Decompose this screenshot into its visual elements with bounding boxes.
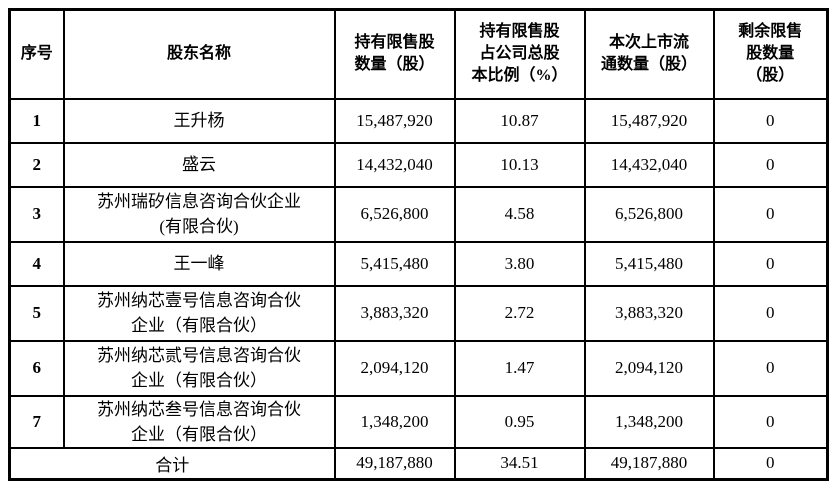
cell-shareholder-name: 苏州纳芯叁号信息咨询合伙 企业（有限合伙） <box>62 394 336 449</box>
cell-shares-remaining: 0 <box>712 284 829 342</box>
cell-shares-held: 3,883,320 <box>333 284 456 342</box>
header-serial-number: 序号 <box>8 8 65 100</box>
header-row: 序号 股东名称 持有限售股 数量（股） 持有限售股 占公司总股 本比例（%） 本… <box>8 8 829 100</box>
cell-serial: 6 <box>8 339 65 397</box>
cell-shares-remaining: 0 <box>712 394 829 449</box>
header-shares-listed-this-time: 本次上市流 通数量（股） <box>583 8 715 100</box>
cell-percent: 1.47 <box>453 339 586 397</box>
header-percent-of-total-capital: 持有限售股 占公司总股 本比例（%） <box>453 8 586 100</box>
table-row: 7 苏州纳芯叁号信息咨询合伙 企业（有限合伙） 1,348,200 0.95 1… <box>8 394 829 449</box>
cell-percent: 4.58 <box>453 185 586 243</box>
cell-shares-held: 15,487,920 <box>333 97 456 144</box>
cell-serial: 1 <box>8 97 65 144</box>
cell-shareholder-name: 王一峰 <box>62 240 336 287</box>
cell-shares-remaining: 0 <box>712 185 829 243</box>
cell-shares-listed: 3,883,320 <box>583 284 715 342</box>
cell-serial: 3 <box>8 185 65 243</box>
cell-shares-listed: 5,415,480 <box>583 240 715 287</box>
cell-shareholder-name: 苏州纳芯贰号信息咨询合伙 企业（有限合伙） <box>62 339 336 397</box>
cell-shares-listed: 15,487,920 <box>583 97 715 144</box>
cell-serial: 4 <box>8 240 65 287</box>
table-row: 1 王升杨 15,487,920 10.87 15,487,920 0 <box>8 97 829 144</box>
cell-percent: 10.87 <box>453 97 586 144</box>
restricted-shares-table: 序号 股东名称 持有限售股 数量（股） 持有限售股 占公司总股 本比例（%） 本… <box>8 8 829 481</box>
cell-shares-held: 5,415,480 <box>333 240 456 287</box>
cell-shares-held: 2,094,120 <box>333 339 456 397</box>
cell-shares-listed: 14,432,040 <box>583 141 715 188</box>
cell-serial: 5 <box>8 284 65 342</box>
cell-shareholder-name: 苏州瑞矽信息咨询合伙企业 (有限合伙) <box>62 185 336 243</box>
cell-shares-remaining: 0 <box>712 240 829 287</box>
cell-shares-held: 6,526,800 <box>333 185 456 243</box>
cell-percent: 0.95 <box>453 394 586 449</box>
cell-shares-remaining: 0 <box>712 97 829 144</box>
cell-serial: 7 <box>8 394 65 449</box>
cell-shares-listed: 6,526,800 <box>583 185 715 243</box>
cell-percent: 10.13 <box>453 141 586 188</box>
table-row: 5 苏州纳芯壹号信息咨询合伙 企业（有限合伙） 3,883,320 2.72 3… <box>8 284 829 342</box>
cell-shares-held: 14,432,040 <box>333 141 456 188</box>
cell-shareholder-name: 盛云 <box>62 141 336 188</box>
cell-shares-remaining: 0 <box>712 339 829 397</box>
table-header: 序号 股东名称 持有限售股 数量（股） 持有限售股 占公司总股 本比例（%） 本… <box>8 8 829 100</box>
table-row: 6 苏州纳芯贰号信息咨询合伙 企业（有限合伙） 2,094,120 1.47 2… <box>8 339 829 397</box>
header-remaining-restricted-shares: 剩余限售 股数量 （股） <box>712 8 829 100</box>
cell-percent: 3.80 <box>453 240 586 287</box>
cell-serial: 2 <box>8 141 65 188</box>
table-row: 2 盛云 14,432,040 10.13 14,432,040 0 <box>8 141 829 188</box>
header-restricted-shares-held: 持有限售股 数量（股） <box>333 8 456 100</box>
cell-shares-remaining: 0 <box>712 141 829 188</box>
header-shareholder-name: 股东名称 <box>62 8 336 100</box>
cell-shares-listed: 2,094,120 <box>583 339 715 397</box>
cell-shareholder-name: 苏州纳芯壹号信息咨询合伙 企业（有限合伙） <box>62 284 336 342</box>
table-row: 3 苏州瑞矽信息咨询合伙企业 (有限合伙) 6,526,800 4.58 6,5… <box>8 185 829 243</box>
cell-shares-held: 1,348,200 <box>333 394 456 449</box>
cell-shareholder-name: 王升杨 <box>62 97 336 144</box>
table-body: 1 王升杨 15,487,920 10.87 15,487,920 0 2 盛云… <box>8 97 829 449</box>
cell-percent: 2.72 <box>453 284 586 342</box>
table-row: 4 王一峰 5,415,480 3.80 5,415,480 0 <box>8 240 829 287</box>
cell-shares-listed: 1,348,200 <box>583 394 715 449</box>
